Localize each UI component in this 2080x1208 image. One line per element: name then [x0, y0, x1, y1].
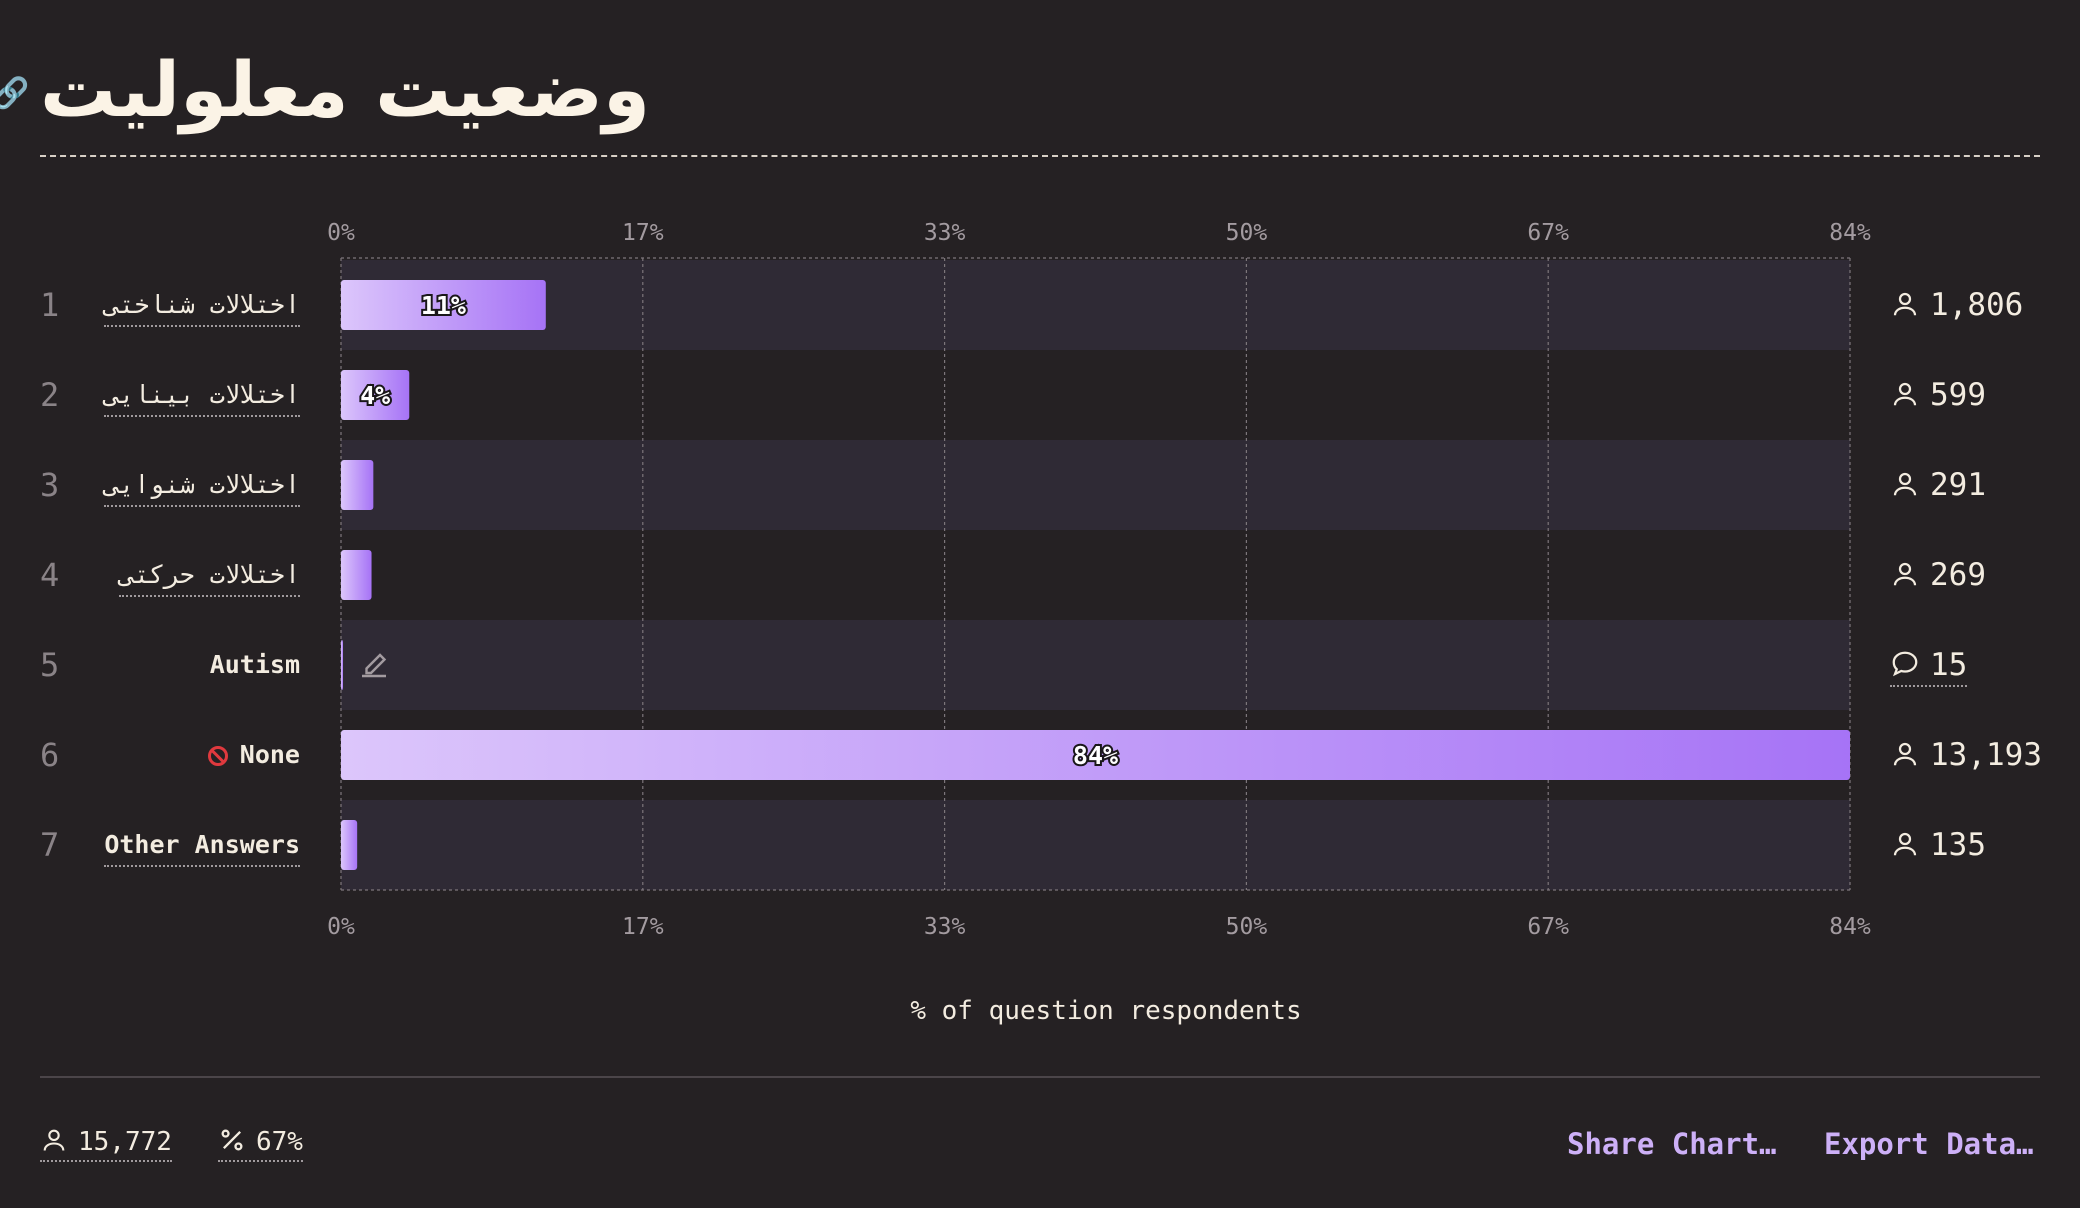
bar — [341, 280, 546, 330]
bar — [341, 550, 372, 600]
count-value: 1,806 — [1930, 287, 2024, 323]
row-rank: 1 — [40, 286, 60, 324]
user-icon — [1893, 562, 1917, 586]
x-tick-top: 17% — [622, 220, 664, 246]
x-tick-bottom: 33% — [924, 914, 966, 940]
category-label[interactable]: Autism — [210, 645, 300, 685]
category-label[interactable]: اختلالات حرکتی — [119, 555, 300, 597]
title-divider — [40, 155, 2040, 157]
prohibited-icon — [207, 746, 228, 766]
category-label[interactable]: اختلالات بینایی — [104, 375, 300, 417]
row-rank: 5 — [40, 646, 60, 684]
user-icon — [1893, 472, 1917, 496]
category-text: اختلالات شناختی — [104, 290, 300, 319]
user-icon — [1893, 742, 1917, 766]
category-label[interactable]: None — [207, 735, 300, 775]
link-icon[interactable]: 🔗 — [0, 76, 30, 111]
row-rank: 7 — [40, 826, 60, 864]
x-tick-top: 67% — [1527, 220, 1569, 246]
percent-icon — [221, 1129, 243, 1151]
category-label[interactable]: اختلالات شنوایی — [104, 465, 300, 507]
count-value: 13,193 — [1930, 737, 2042, 773]
x-tick-top: 33% — [924, 220, 966, 246]
response-rate-value: 67% — [256, 1127, 303, 1157]
bar — [341, 460, 374, 510]
x-tick-top: 84% — [1829, 220, 1871, 246]
category-text: None — [239, 740, 300, 769]
x-tick-top: 0% — [327, 220, 355, 246]
bar — [341, 640, 343, 690]
category-text: اختلالات شنوایی — [104, 470, 300, 499]
total-respondents-stat[interactable]: 15,772 — [40, 1124, 172, 1162]
x-tick-bottom: 50% — [1226, 914, 1268, 940]
footer-divider — [40, 1076, 2040, 1078]
comment-count[interactable]: 15 — [1890, 645, 1968, 687]
total-respondents-value: 15,772 — [78, 1127, 172, 1157]
row-band — [341, 260, 1850, 350]
row-rank: 2 — [40, 376, 60, 414]
category-text: اختلالات بینایی — [104, 380, 300, 409]
bar — [341, 820, 358, 870]
category-label[interactable]: اختلالات شناختی — [104, 285, 300, 327]
category-label[interactable]: Other Answers — [104, 825, 300, 867]
respondent-count: 291 — [1890, 465, 1986, 505]
respondent-count: 13,193 — [1890, 735, 2042, 775]
respondent-count: 135 — [1890, 825, 1986, 865]
bar-chart: 11% 4% 84% 0% 17% 33% 50% 67% 84% 0% 17% 33% 50% 67… — [327, 220, 1871, 940]
x-tick-bottom: 0% — [327, 914, 355, 940]
bar-data-label: 84% — [1073, 741, 1118, 770]
x-tick-bottom: 67% — [1527, 914, 1569, 940]
category-text: اختلالات حرکتی — [119, 560, 300, 589]
user-icon — [1893, 832, 1917, 856]
row-band — [341, 800, 1850, 890]
row-rank: 3 — [40, 466, 60, 504]
x-tick-bottom: 84% — [1829, 914, 1871, 940]
page-title: وضعیت معلولیت — [40, 45, 651, 134]
count-value: 15 — [1930, 647, 1968, 683]
x-tick-bottom: 17% — [622, 914, 664, 940]
respondent-count: 269 — [1890, 555, 1986, 595]
export-data-button[interactable]: Export Data… — [1824, 1127, 2034, 1161]
row-band — [341, 620, 1850, 710]
response-rate-stat[interactable]: 67% — [218, 1124, 303, 1162]
count-value: 269 — [1930, 557, 1986, 593]
count-value: 291 — [1930, 467, 1986, 503]
respondent-count: 1,806 — [1890, 285, 2023, 325]
x-axis-label: % of question respondents — [910, 996, 1302, 1026]
user-icon — [1893, 382, 1917, 406]
user-icon — [1893, 292, 1917, 316]
comment-icon — [1892, 651, 1918, 677]
category-text: Autism — [209, 650, 300, 679]
row-band — [341, 440, 1850, 530]
count-value: 135 — [1930, 827, 1986, 863]
bar — [341, 730, 1850, 780]
user-icon — [43, 1129, 65, 1151]
count-value: 599 — [1930, 377, 1986, 413]
edit-icon[interactable] — [356, 646, 392, 682]
x-tick-top: 50% — [1226, 220, 1268, 246]
share-chart-button[interactable]: Share Chart… — [1567, 1127, 1777, 1161]
bar-data-label: 11% — [421, 291, 466, 320]
bar — [341, 370, 410, 420]
row-rank: 4 — [40, 556, 60, 594]
row-rank: 6 — [40, 736, 60, 774]
bar-data-label: 4% — [360, 381, 390, 410]
category-text: Other Answers — [104, 830, 300, 859]
respondent-count: 599 — [1890, 375, 1986, 415]
